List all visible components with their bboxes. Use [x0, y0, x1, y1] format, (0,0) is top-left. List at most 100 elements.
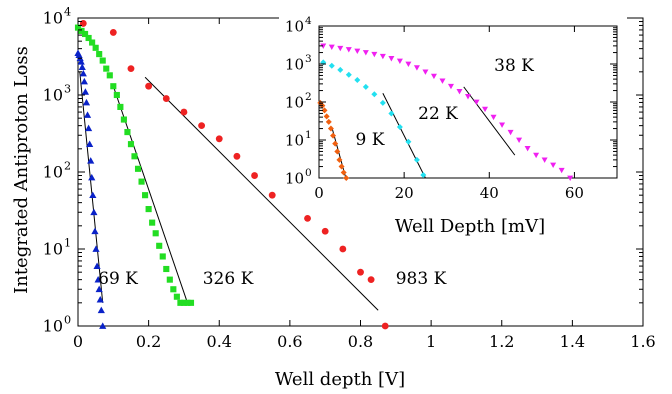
inset-x-tick-label: 40	[480, 184, 499, 202]
inset-point-9k	[332, 140, 339, 147]
main-point-69k	[94, 276, 102, 283]
main-point-326k	[110, 83, 117, 90]
main-point-326k	[138, 178, 145, 185]
inset-point-38k	[516, 137, 523, 143]
main-point-326k	[96, 51, 103, 58]
inset-point-38k	[541, 157, 548, 163]
main-point-326k	[120, 116, 127, 123]
main-point-983k	[162, 95, 170, 102]
inset-point-38k	[558, 167, 565, 174]
inset-point-38k	[388, 56, 395, 62]
main-point-69k	[86, 140, 94, 148]
main-point-326k	[163, 265, 170, 273]
main-point-69k	[78, 63, 86, 71]
main-y-tick-exponent: 3	[64, 83, 71, 96]
main-y-tick-label: 10	[43, 163, 63, 182]
inset-point-22k	[362, 83, 369, 90]
main-point-326k	[134, 165, 142, 172]
series-label-326k: 326 K	[203, 269, 254, 289]
main-point-983k	[357, 268, 364, 276]
main-point-69k	[81, 88, 90, 95]
main-point-69k	[83, 111, 92, 118]
inset-series-label-22k: 22 K	[418, 104, 458, 124]
main-point-326k	[113, 91, 120, 99]
main-point-326k	[99, 57, 106, 64]
inset-point-22k	[337, 66, 344, 73]
main-point-326k	[89, 39, 96, 46]
inset-x-tick-label: 20	[395, 184, 414, 202]
inset-point-38k	[396, 58, 403, 64]
inset-point-38k	[337, 45, 344, 52]
main-point-326k	[145, 206, 152, 213]
main-point-326k	[78, 27, 85, 34]
inset-point-38k	[439, 78, 446, 84]
main-point-326k	[187, 299, 195, 306]
inset-point-9k	[336, 156, 343, 163]
main-x-tick-label: 1.6	[630, 332, 655, 351]
main-point-326k	[166, 276, 173, 283]
main-point-983k	[304, 214, 311, 222]
main-point-69k	[96, 296, 104, 303]
inset-point-22k	[354, 76, 361, 83]
main-point-326k	[117, 103, 124, 110]
inset-point-38k	[550, 162, 557, 168]
main-x-tick-label: 0.4	[207, 332, 232, 351]
y-axis-title: Integrated Antiproton Loss	[11, 46, 32, 294]
inset-point-9k	[321, 107, 328, 114]
main-point-326k	[170, 286, 177, 293]
main-point-69k	[97, 306, 105, 314]
main-point-326k	[82, 30, 89, 38]
main-point-326k	[74, 24, 82, 31]
main-point-983k	[321, 227, 329, 235]
series-label-983k: 983 K	[396, 269, 447, 289]
main-point-326k	[180, 299, 187, 306]
inset-point-38k	[447, 83, 454, 90]
main-point-326k	[92, 44, 99, 51]
inset-point-38k	[422, 69, 429, 75]
inset-x-tick-label: 60	[565, 184, 584, 202]
inset-point-38k	[473, 99, 480, 105]
main-x-tick-label: 0.6	[277, 332, 302, 351]
inset-x-axis-title: Well Depth [mV]	[395, 216, 545, 237]
main-x-tick-label: 0.8	[348, 332, 373, 351]
main-point-69k	[91, 227, 99, 235]
main-point-983k	[381, 322, 389, 330]
main-x-tick-label: 1.4	[560, 332, 585, 351]
inset-y-tick-label: 10	[285, 93, 304, 111]
main-point-326k	[173, 293, 180, 300]
inset-point-22k	[345, 71, 352, 78]
inset-point-9k	[323, 113, 330, 120]
main-point-326k	[131, 153, 138, 160]
inset-point-38k	[413, 65, 420, 71]
inset-point-9k	[340, 169, 347, 176]
main-point-69k	[93, 262, 101, 269]
main-point-326k	[156, 242, 163, 249]
inset-point-38k	[456, 89, 463, 95]
inset-point-38k	[533, 152, 540, 159]
inset-point-38k	[371, 51, 378, 58]
main-point-69k	[90, 208, 98, 216]
main-x-tick-label: 0.2	[136, 332, 161, 351]
inset-series-label-9k: 9 K	[356, 130, 385, 150]
inset-point-38k	[405, 61, 412, 67]
main-point-983k	[198, 122, 206, 130]
inset-point-22k	[379, 99, 386, 106]
main-y-tick-label: 10	[43, 317, 63, 336]
main-x-tick-label: 1	[426, 332, 436, 351]
main-point-69k	[88, 173, 96, 181]
main-point-69k	[95, 285, 103, 293]
inset-y-tick-label: 10	[285, 55, 304, 73]
main-point-326k	[149, 219, 156, 226]
inset-point-22k	[388, 110, 395, 117]
inset-point-38k	[465, 94, 471, 100]
main-point-69k	[80, 77, 88, 85]
main-y-tick-exponent: 4	[64, 6, 71, 19]
main-point-69k	[89, 191, 97, 199]
inset-x-tick-label: 0	[314, 184, 324, 202]
main-point-983k	[180, 108, 188, 116]
main-point-69k	[92, 245, 100, 252]
inset-point-9k	[330, 132, 337, 139]
